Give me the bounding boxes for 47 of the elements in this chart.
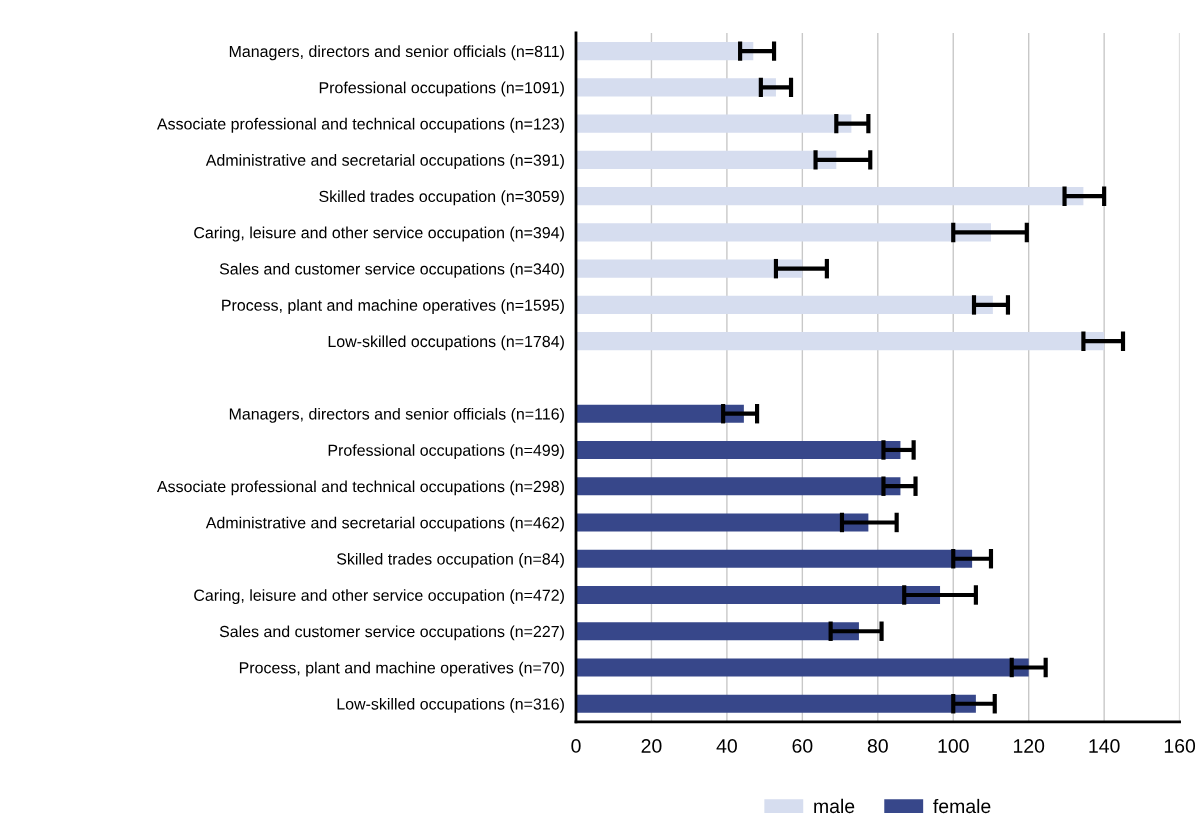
y-tick-label: Professional occupations (n=1091) [319, 81, 564, 97]
y-tick-label: Administrative and secretarial occupations (n=391) [205, 154, 564, 169]
y-tick-label: Sales and customer service occupations (n=227) [219, 625, 564, 641]
y-tick-label: Low-skilled occupations (n=1784) [328, 335, 564, 351]
bar [576, 78, 776, 97]
bar [576, 223, 991, 242]
bar [576, 658, 1029, 677]
y-tick-label: Caring, leisure and other service occupation (n=472) [194, 589, 564, 605]
y-tick-label: Skilled trades occupation (n=84) [337, 552, 564, 568]
legend-label: female [933, 798, 991, 814]
y-tick-label: Skilled trades occupation (n=3059) [319, 190, 564, 206]
x-tick-label: 80 [867, 739, 888, 753]
bar [576, 440, 901, 460]
bar [576, 295, 993, 314]
y-tick-label: Managers, directors and senior officials (n=811) [229, 45, 564, 61]
x-tick-label: 20 [641, 739, 662, 753]
y-tick-label: Caring, leisure and other service occupation (n=394) [194, 226, 564, 242]
bar [576, 585, 941, 605]
x-tick-label: 160 [1164, 739, 1196, 753]
x-tick-label: 60 [792, 739, 813, 753]
legend-label: male [814, 798, 855, 814]
y-tick-label: Low-skilled occupations (n=316) [337, 697, 564, 713]
y-tick-label: Sales and customer service occupations (n=340) [219, 262, 564, 278]
x-tick-label: 0 [571, 739, 581, 753]
bar [576, 332, 1105, 351]
x-tick-label: 140 [1089, 739, 1120, 753]
y-tick-label: Professional occupations (n=499) [328, 444, 564, 460]
y-tick-label: Associate professional and technical occupations (n=298) [156, 480, 564, 496]
y-tick-label: Administrative and secretarial occupations (n=462) [205, 516, 564, 532]
bar [576, 404, 744, 423]
x-tick-label: 120 [1013, 739, 1045, 753]
bar [576, 513, 869, 532]
y-tick-label: Associate professional and technical occupations (n=123) [156, 117, 564, 133]
bar [576, 477, 901, 496]
x-tick-label: 40 [716, 739, 737, 753]
bar [576, 259, 803, 278]
bar [576, 187, 1084, 206]
y-tick-label: Managers, directors and senior officials (n=116) [229, 407, 564, 423]
bar [576, 549, 973, 568]
bar [576, 114, 852, 133]
bar [576, 42, 754, 61]
bar [576, 694, 976, 713]
x-tick-label: 100 [938, 739, 969, 753]
bar [576, 622, 859, 641]
bar [576, 150, 837, 169]
y-tick-label: Process, plant and machine operatives (n=1595) [222, 299, 564, 315]
y-tick-label: Process, plant and machine operatives (n=70) [239, 661, 564, 677]
